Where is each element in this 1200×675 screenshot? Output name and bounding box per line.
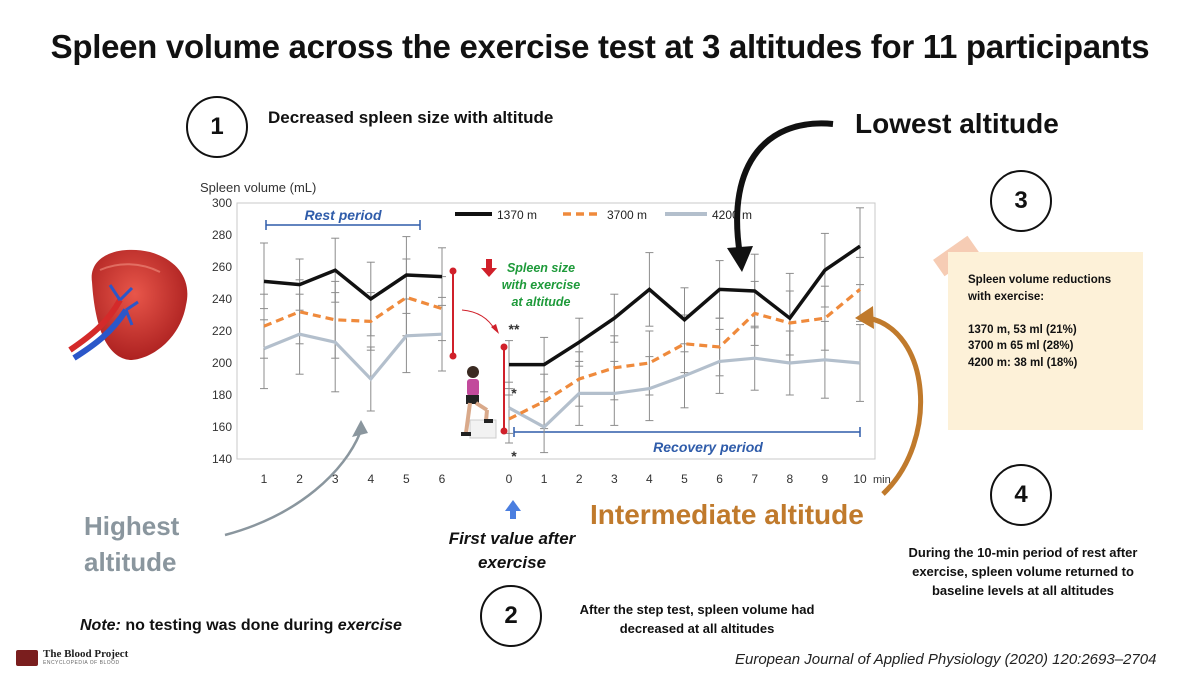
note-prefix: Note: [80,617,121,634]
x-tick-label: 4 [646,472,653,486]
y-axis: 140 160 180 200 220 240 260 280 300 [212,196,232,466]
callout-1-number: 1 [186,96,248,158]
y-tick-label: 240 [212,292,232,306]
significance-mark-3700: * [511,385,517,401]
first-value-label: First value after exercise [448,529,576,572]
legend-label-3700: 3700 m [607,208,647,222]
legend: 1370 m 3700 m 4200 m [455,208,752,222]
series-line-recovery-1370m [509,244,861,367]
lowest-altitude-arrow [727,120,834,272]
series-line-recovery-4200m [508,356,861,429]
highest-altitude-arrow [224,420,368,537]
y-axis-label: Spleen volume (mL) [200,180,316,195]
series-line-rest-4200m [263,332,443,382]
legend-label-1370: 1370 m [497,208,537,222]
lowest-altitude-label: Lowest altitude [855,108,1059,139]
callout-4-text: During the 10-min period of rest after e… [908,545,1138,598]
note-mid: no testing was done [120,617,284,634]
x-unit-label: min [873,474,891,486]
note-suffix: exercise [337,617,402,634]
y-tick-label: 200 [212,356,232,370]
drop-bar-recovery [500,343,508,435]
recovery-period-bracket [513,427,861,437]
citation: European Journal of Applied Physiology (… [735,651,1157,668]
red-down-arrow-icon [481,259,497,277]
x-tick-label: 1 [541,472,548,486]
series-layer [260,207,864,454]
y-tick-label: 180 [212,388,232,402]
y-tick-label: 160 [212,420,232,434]
callout-3-text: Spleen volume reductions with exercise: … [968,274,1112,369]
x-tick-label: 2 [576,472,583,486]
legend-label-4200: 4200 m [712,208,752,222]
callout-3-number: 3 [990,170,1052,232]
logo-subtitle: ENCYCLOPEDIA OF BLOOD [43,660,120,666]
logo-name: The Blood Project [43,648,129,660]
x-tick-label: 4 [367,472,374,486]
x-axis: 1 2 3 4 5 6 0 1 2 3 4 5 6 7 8 9 10 min [261,472,891,486]
y-tick-label: 300 [212,196,232,210]
x-tick-label: 6 [716,472,723,486]
x-tick-label: 9 [822,472,829,486]
series-line-rest-3700m [263,295,443,328]
x-tick-label: 3 [611,472,618,486]
highest-altitude-label: Highest altitude [84,511,180,577]
plot-area [236,202,876,460]
series-line-rest-1370m [263,268,443,302]
exercise-curve-arrowhead [491,324,499,334]
x-tick-label: 6 [439,472,446,486]
series-line-recovery-3700m [508,288,862,421]
x-tick-label: 0 [506,472,513,486]
sticky-note [948,252,1143,430]
blood-project-logo: The Blood Project ENCYCLOPEDIA OF BLOOD [16,649,128,666]
x-tick-label: 8 [786,472,793,486]
svg-text:at altitude: at altitude [511,295,570,309]
y-tick-label: 260 [212,260,232,274]
callout-1-text: Decreased spleen size with altitude [268,108,554,127]
intermediate-altitude-arrow [855,306,924,496]
book-logo-icon [16,649,38,666]
x-tick-label: 10 [853,472,867,486]
exercise-annotation: Spleen size with exercise at altitude [502,261,581,309]
spleen-organ-icon [68,249,188,361]
rest-period-bracket [265,220,421,230]
x-tick-label: 3 [332,472,339,486]
blue-up-arrow-icon [505,500,521,519]
x-tick-label: 7 [751,472,758,486]
x-tick-label: 1 [261,472,268,486]
step-exercise-figure-icon [461,366,497,439]
svg-text:with exercise: with exercise [502,278,581,292]
callout-2-text: After the step test, spleen volume had d… [579,602,815,636]
x-tick-label: 2 [296,472,303,486]
note-during: during [283,617,338,634]
y-tick-label: 140 [212,452,232,466]
callout-2-number: 2 [480,585,542,647]
drop-bar-rest [449,267,457,360]
rest-period-label: Rest period [304,207,381,223]
intermediate-altitude-label: Intermediate altitude [590,499,864,530]
y-tick-label: 280 [212,228,232,242]
recovery-period-label: Recovery period [653,439,763,455]
x-tick-label: 5 [681,472,688,486]
y-tick-label: 220 [212,324,232,338]
x-tick-label: 5 [403,472,410,486]
callout-4-number: 4 [990,464,1052,526]
testing-note: Note: no testing was done during exercis… [80,617,402,635]
significance-mark-4200: * [511,448,517,464]
svg-text:Spleen size: Spleen size [507,261,575,275]
page-title: Spleen volume across the exercise test a… [50,28,1150,65]
significance-mark-1370: ** [509,321,520,337]
